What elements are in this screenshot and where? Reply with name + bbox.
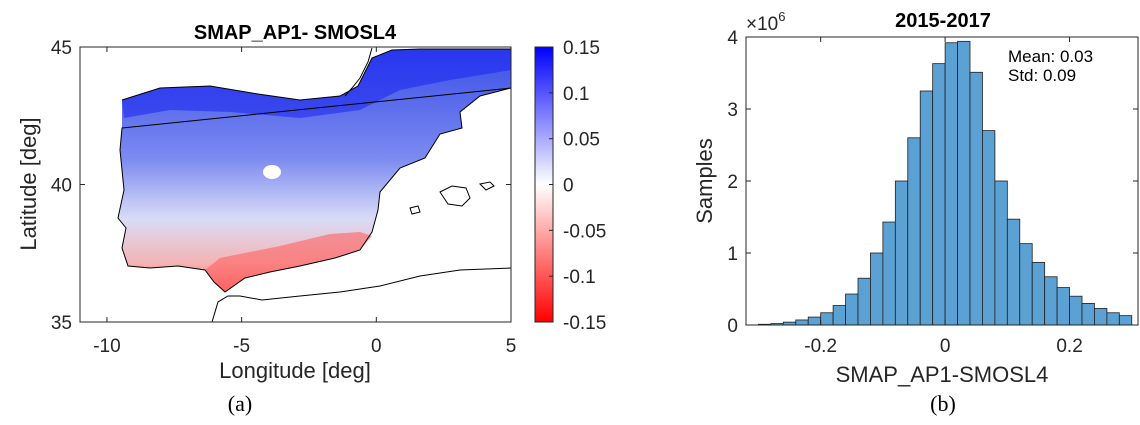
histogram-bar (1094, 308, 1108, 326)
colorbar-tick-label: 0.05 (563, 130, 600, 151)
histogram-y-tick-label: 4 (727, 28, 738, 49)
histogram-bar (944, 42, 958, 326)
mean-annotation: Mean: 0.03 (1008, 47, 1093, 66)
histogram-bar (907, 137, 921, 326)
north-blue-fringe (122, 49, 511, 118)
histogram-bar (845, 293, 859, 326)
map-x-tick-label: 5 (506, 336, 517, 357)
y-multiplier-base: ×10 (746, 14, 778, 35)
colorbar-ticks: 0.15 0.1 0.05 0 -0.05 -0.1 -0.15 (549, 38, 606, 334)
colorbar-tick-label: -0.05 (563, 221, 606, 242)
histogram-bar (1019, 243, 1033, 326)
histogram-bar (919, 90, 934, 326)
histogram-bar (1006, 218, 1021, 326)
island-menorca (478, 181, 495, 191)
histogram-bar (1056, 287, 1070, 326)
histogram-y-tick-label: 0 (727, 316, 738, 337)
map-y-axis-label: Latitude [deg] (16, 117, 41, 250)
histogram-x-axis-label: SMAP_AP1-SMOSL4 (836, 362, 1049, 387)
map-plot-area (117, 47, 511, 322)
histogram-y-tick-label: 3 (727, 100, 738, 121)
histogram-bar (1069, 295, 1083, 326)
panel-a-label: (a) (228, 391, 252, 416)
histogram-x-ticks: -0.2 0 0.2 (804, 37, 1083, 357)
south-coast-band (205, 232, 372, 292)
map-x-tick-label: -5 (233, 336, 250, 357)
std-annotation: Std: 0.09 (1008, 66, 1076, 85)
y-multiplier-exponent: 6 (778, 9, 785, 24)
madrid-blank (263, 165, 281, 179)
histogram-bar (894, 180, 909, 326)
histogram-bar (1106, 312, 1120, 326)
colorbar-tick-label: 0 (563, 176, 574, 197)
histogram-x-tick-label: 0.2 (1056, 336, 1082, 357)
island-ibiza (409, 205, 421, 215)
coastline-iberia (117, 48, 511, 293)
histogram-bar (932, 63, 946, 326)
colorbar-tick-label: 0.15 (563, 38, 600, 59)
histogram-y-ticks: 0 1 2 3 4 (727, 28, 1138, 337)
histogram-bar (1044, 276, 1058, 326)
colorbar-tick-label: -0.15 (563, 313, 606, 334)
histogram-bars (758, 40, 1133, 326)
histogram-bar (795, 319, 809, 326)
panel-b-label: (b) (930, 391, 956, 416)
histogram-bar (957, 40, 971, 326)
colorbar-tick-label: 0.1 (563, 84, 589, 105)
island-mallorca (439, 185, 471, 207)
map-x-axis-label: Longitude [deg] (219, 358, 371, 383)
map-title: SMAP_AP1- SMOSL4 (194, 22, 397, 44)
histogram-bar (1118, 315, 1133, 326)
histogram-y-axis-label: Samples (692, 138, 717, 224)
histogram-bar (982, 130, 996, 326)
histogram-bar (832, 305, 846, 326)
histogram-y-tick-label: 1 (727, 244, 738, 265)
histogram-bar (807, 316, 822, 326)
map-y-tick-label: 40 (51, 176, 72, 197)
map-y-tick-label: 45 (51, 38, 72, 59)
histogram-bar (857, 277, 871, 326)
map-x-tick-label: -10 (93, 336, 120, 357)
map-panel: SMAP_AP1- SMOSL4 -10 -5 0 5 35 40 45 Longitud… (16, 22, 606, 416)
histogram-bar (1031, 261, 1046, 326)
histogram-x-tick-label: 0 (940, 336, 951, 357)
histogram-bar (969, 71, 983, 326)
histogram-panel: 2015-2017 -0.2 0 0.2 0 1 2 3 4 ×106 Mean: 0.03… (692, 9, 1139, 416)
coastline-africa (211, 267, 511, 322)
histogram-x-tick-label: -0.2 (804, 336, 837, 357)
histogram-title: 2015-2017 (895, 10, 991, 32)
y-multiplier: ×106 (746, 9, 785, 35)
histogram-bar (870, 252, 884, 326)
histogram-bar (882, 221, 896, 326)
map-x-ticks: -10 -5 0 5 (93, 47, 516, 357)
histogram-y-tick-label: 2 (727, 172, 738, 193)
map-y-tick-label: 35 (51, 313, 72, 334)
histogram-bar (1081, 302, 1095, 326)
histogram-bar (820, 312, 834, 326)
map-x-tick-label: 0 (371, 336, 382, 357)
map-y-ticks: 35 40 45 (51, 38, 511, 334)
colorbar-tick-label: -0.1 (563, 267, 596, 288)
histogram-bar (994, 180, 1008, 326)
